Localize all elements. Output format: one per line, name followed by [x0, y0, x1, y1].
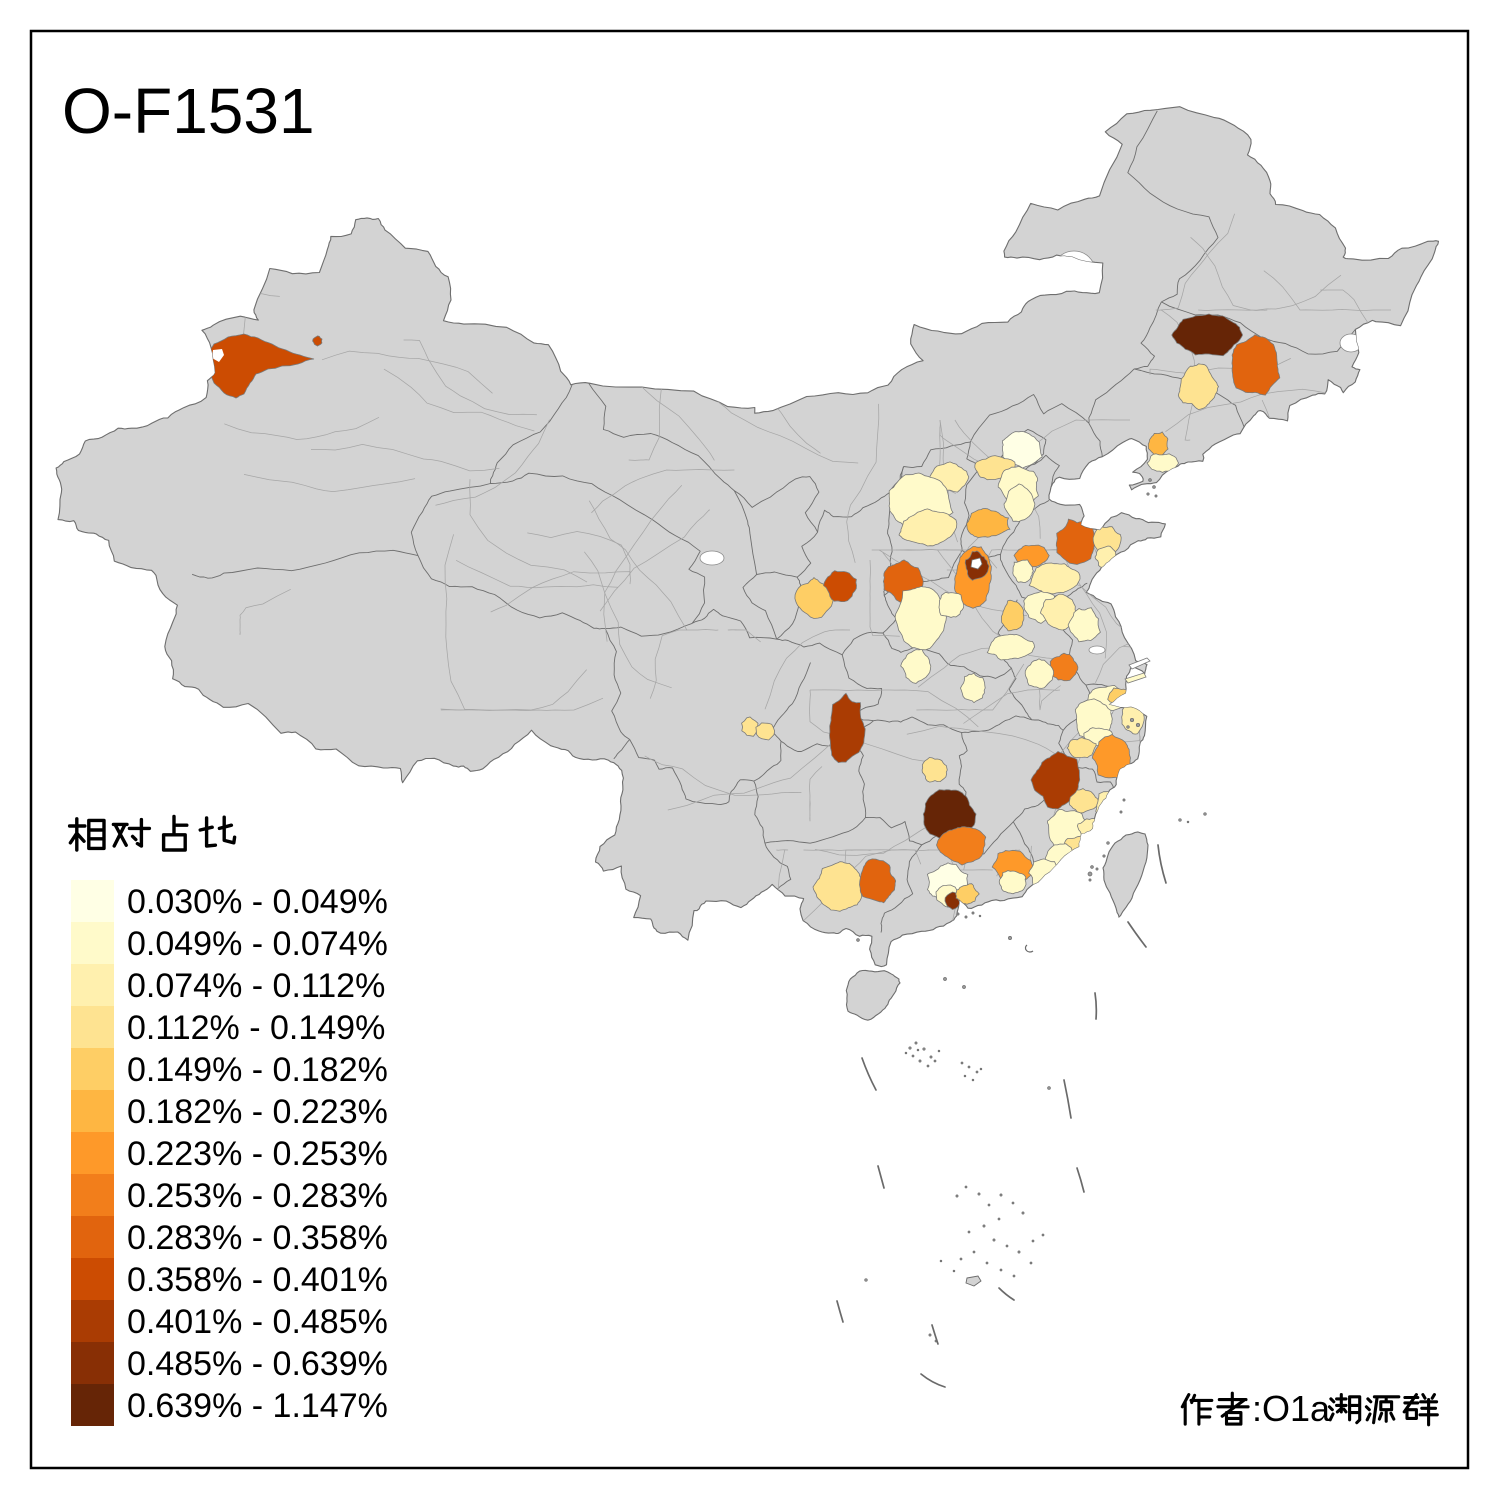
svg-text:0.112% - 0.149%: 0.112% - 0.149% [127, 1009, 385, 1047]
svg-text:O-F1531: O-F1531 [62, 75, 315, 147]
svg-text:0.639% - 1.147%: 0.639% - 1.147% [127, 1387, 388, 1425]
svg-text:0.223% - 0.253%: 0.223% - 0.253% [127, 1135, 388, 1173]
svg-text:0.182% - 0.223%: 0.182% - 0.223% [127, 1093, 388, 1131]
svg-text:0.049% - 0.074%: 0.049% - 0.074% [127, 925, 388, 963]
svg-text:0.358% - 0.401%: 0.358% - 0.401% [127, 1261, 388, 1299]
svg-text::O1a: :O1a [1252, 1388, 1331, 1429]
svg-text:0.401% - 0.485%: 0.401% - 0.485% [127, 1303, 388, 1341]
svg-text:0.149% - 0.182%: 0.149% - 0.182% [127, 1051, 388, 1089]
svg-text:0.030% - 0.049%: 0.030% - 0.049% [127, 883, 388, 921]
svg-text:0.485% - 0.639%: 0.485% - 0.639% [127, 1345, 388, 1383]
svg-text:0.074% - 0.112%: 0.074% - 0.112% [127, 967, 385, 1005]
svg-text:0.283% - 0.358%: 0.283% - 0.358% [127, 1219, 388, 1257]
svg-text:0.253% - 0.283%: 0.253% - 0.283% [127, 1177, 388, 1215]
